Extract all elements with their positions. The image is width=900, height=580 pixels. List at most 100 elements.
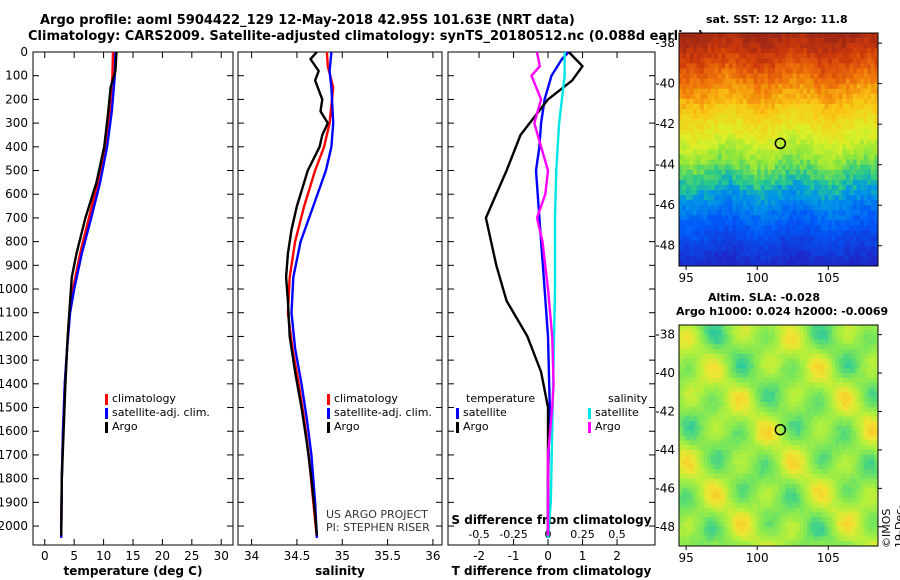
map-cell	[782, 397, 786, 403]
map-cell	[821, 373, 826, 379]
map-cell	[732, 334, 737, 340]
map-cell	[849, 108, 854, 115]
map-cell	[838, 220, 843, 226]
map-cell	[714, 373, 719, 379]
map-cell	[789, 368, 794, 374]
map-cell	[760, 119, 765, 125]
map-cell	[803, 260, 808, 267]
map-cell	[700, 325, 705, 331]
map-cell	[870, 88, 875, 95]
map-cell	[828, 245, 833, 252]
map-cell	[828, 459, 833, 465]
map-cell	[814, 483, 818, 489]
map-cell	[689, 93, 694, 100]
map-cell	[789, 250, 794, 257]
map-cell	[757, 469, 762, 475]
map-cell	[682, 98, 687, 105]
map-lat-label: -46	[655, 198, 675, 212]
map-cell	[742, 497, 747, 504]
map-cell	[682, 205, 687, 211]
map-cell	[757, 397, 762, 403]
map-cell	[806, 149, 811, 155]
map-cell	[728, 134, 733, 140]
map-cell	[874, 184, 879, 191]
map-cell	[789, 502, 794, 508]
map-cell	[814, 430, 818, 436]
map-cell	[682, 353, 687, 360]
map-cell	[785, 230, 790, 237]
map-cell	[728, 144, 733, 150]
map-cell	[718, 144, 723, 150]
map-cell	[796, 205, 801, 211]
map-cell	[686, 397, 691, 403]
map-cell	[735, 124, 740, 130]
map-cell	[806, 58, 811, 64]
map-cell	[735, 459, 740, 465]
map-cell	[696, 195, 701, 201]
map-cell	[686, 93, 691, 100]
map-cell	[782, 401, 786, 408]
map-cell	[789, 406, 794, 412]
map-cell	[725, 473, 730, 480]
map-cell	[750, 406, 755, 412]
map-cell	[696, 210, 701, 216]
map-cell	[760, 430, 765, 436]
map-cell	[732, 159, 737, 166]
map-cell	[774, 83, 779, 90]
map-cell	[849, 435, 854, 441]
map-cell	[774, 134, 779, 140]
map-cell	[846, 169, 850, 176]
map-cell	[707, 195, 712, 201]
map-cell	[824, 98, 829, 105]
map-cell	[774, 179, 779, 186]
map-cell	[870, 38, 875, 44]
map-cell	[721, 68, 726, 74]
map-cell	[742, 93, 747, 100]
map-cell	[824, 478, 829, 484]
map-cell	[831, 215, 836, 221]
map-cell	[870, 473, 875, 480]
map-cell	[789, 63, 794, 69]
map-cell	[806, 190, 811, 196]
map-cell	[796, 124, 801, 130]
map-cell	[696, 325, 701, 331]
map-cell	[682, 48, 687, 54]
map-cell	[792, 334, 797, 340]
map-cell	[774, 488, 779, 494]
map-cell	[753, 124, 758, 130]
map-cell	[753, 68, 758, 74]
map-cell	[746, 240, 751, 247]
map-cell	[714, 48, 719, 54]
map-cell	[718, 502, 723, 508]
map-cell	[849, 240, 854, 247]
map-cell	[735, 507, 740, 513]
map-cell	[753, 108, 758, 115]
map-cell	[838, 83, 843, 90]
map-cell	[718, 430, 723, 436]
map-cell	[874, 469, 879, 475]
map-cell	[792, 169, 797, 176]
map-cell	[771, 159, 776, 166]
map-cell	[846, 154, 850, 161]
map-cell	[856, 205, 861, 211]
map-cell	[863, 134, 868, 140]
map-cell	[782, 33, 786, 39]
map-cell	[828, 33, 833, 39]
map-cell	[767, 63, 772, 69]
map-cell	[728, 459, 733, 465]
map-cell	[757, 154, 762, 161]
map-lat-label: -42	[655, 117, 675, 131]
map-cell	[817, 425, 822, 432]
map-cell	[863, 195, 868, 201]
map-cell	[782, 73, 786, 79]
map-cell	[810, 98, 815, 105]
map-cell	[838, 114, 843, 120]
map-cell	[785, 493, 790, 499]
map-cell	[817, 358, 822, 364]
map-cell	[810, 459, 815, 465]
map-cell	[703, 119, 708, 125]
map-cell	[750, 215, 755, 221]
map-cell	[735, 139, 740, 145]
map-cell	[725, 245, 730, 252]
map-cell	[693, 483, 698, 489]
